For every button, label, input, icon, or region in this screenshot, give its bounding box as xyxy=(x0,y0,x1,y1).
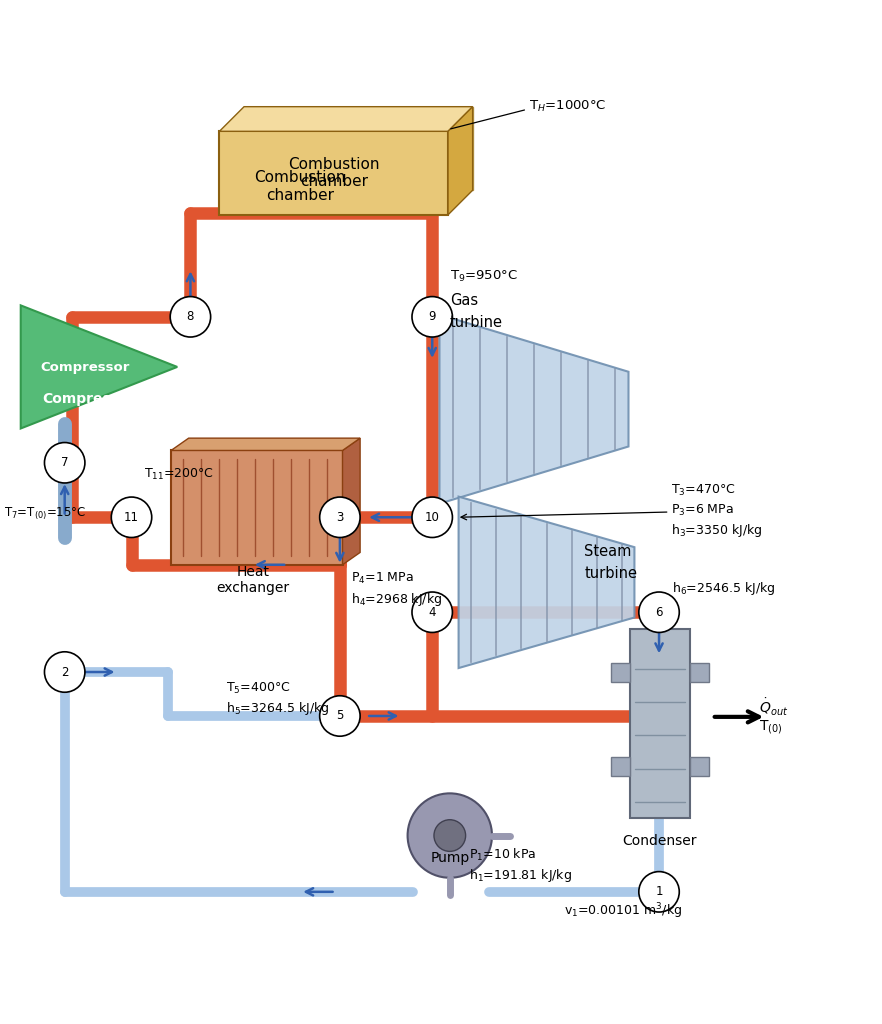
Text: Gas: Gas xyxy=(450,294,478,308)
Text: h$_5$=3264.5 kJ/kg: h$_5$=3264.5 kJ/kg xyxy=(226,700,329,718)
Text: T$_H$=1000°C: T$_H$=1000°C xyxy=(529,99,607,115)
Bar xyxy=(610,757,630,776)
Text: P$_3$=6 MPa: P$_3$=6 MPa xyxy=(671,503,734,518)
Bar xyxy=(430,511,435,524)
Text: $\dot{Q}_{out}$: $\dot{Q}_{out}$ xyxy=(759,696,789,718)
Circle shape xyxy=(412,592,452,633)
Text: h$_4$=2968 kJ/kg: h$_4$=2968 kJ/kg xyxy=(351,591,443,607)
Text: T$_{(0)}$: T$_{(0)}$ xyxy=(759,719,783,736)
Polygon shape xyxy=(448,106,473,215)
Bar xyxy=(690,663,709,682)
Text: T$_3$=470°C: T$_3$=470°C xyxy=(671,482,736,498)
Bar xyxy=(610,663,630,682)
Text: 1: 1 xyxy=(655,886,662,898)
Circle shape xyxy=(44,442,85,483)
Bar xyxy=(220,131,448,215)
Text: Compressor: Compressor xyxy=(41,361,130,375)
Text: 7: 7 xyxy=(61,457,69,469)
Bar xyxy=(338,511,342,524)
Bar xyxy=(171,451,342,565)
Polygon shape xyxy=(439,314,629,504)
Text: 2: 2 xyxy=(61,666,69,679)
Text: Condenser: Condenser xyxy=(623,834,697,848)
Circle shape xyxy=(111,497,152,538)
Text: T$_5$=400°C: T$_5$=400°C xyxy=(226,681,290,696)
Text: P$_4$=1 MPa: P$_4$=1 MPa xyxy=(351,571,415,587)
Text: 3: 3 xyxy=(336,511,344,523)
Circle shape xyxy=(639,592,679,633)
Bar xyxy=(63,456,67,469)
Text: Combustion
chamber: Combustion chamber xyxy=(255,170,346,203)
Text: Steam: Steam xyxy=(584,544,632,559)
Text: 4: 4 xyxy=(429,606,436,618)
Text: 10: 10 xyxy=(425,511,439,523)
Text: h$_3$=3350 kJ/kg: h$_3$=3350 kJ/kg xyxy=(671,522,763,539)
Polygon shape xyxy=(459,497,634,668)
Polygon shape xyxy=(171,438,360,451)
Circle shape xyxy=(434,820,466,851)
Circle shape xyxy=(319,497,360,538)
Bar xyxy=(63,666,67,679)
Text: v$_1$=0.00101 m$^3$/kg: v$_1$=0.00101 m$^3$/kg xyxy=(564,901,682,921)
Text: Combustion
chamber: Combustion chamber xyxy=(288,157,379,189)
Text: Pump: Pump xyxy=(430,851,469,864)
Bar xyxy=(188,310,192,324)
Bar xyxy=(430,605,435,618)
Text: h$_1$=191.81 kJ/kg: h$_1$=191.81 kJ/kg xyxy=(469,866,572,884)
Text: P$_1$=10 kPa: P$_1$=10 kPa xyxy=(469,847,536,863)
Polygon shape xyxy=(220,106,473,131)
Bar xyxy=(630,629,690,818)
Text: h$_6$=2546.5 kJ/kg: h$_6$=2546.5 kJ/kg xyxy=(672,580,775,597)
Circle shape xyxy=(639,871,679,912)
Text: turbine: turbine xyxy=(450,315,503,331)
Circle shape xyxy=(412,297,452,337)
Text: 5: 5 xyxy=(336,710,344,723)
Bar xyxy=(653,890,666,894)
Text: T$_9$=950°C: T$_9$=950°C xyxy=(450,269,518,284)
Text: Compressor: Compressor xyxy=(42,392,136,407)
Polygon shape xyxy=(21,305,177,428)
Bar xyxy=(690,757,709,776)
Bar xyxy=(244,106,473,190)
Bar xyxy=(657,605,662,618)
Circle shape xyxy=(412,497,452,538)
Text: Heat
exchanger: Heat exchanger xyxy=(216,565,289,595)
Bar xyxy=(125,515,138,519)
Bar xyxy=(430,310,435,324)
Circle shape xyxy=(170,297,211,337)
Text: turbine: turbine xyxy=(584,566,638,581)
Text: 9: 9 xyxy=(429,310,436,324)
Text: 11: 11 xyxy=(124,511,139,523)
Text: 6: 6 xyxy=(655,606,662,618)
Bar xyxy=(338,710,342,723)
Polygon shape xyxy=(342,438,360,565)
Circle shape xyxy=(319,695,360,736)
Text: T$_{11}$=200°C: T$_{11}$=200°C xyxy=(144,467,213,481)
Text: 8: 8 xyxy=(187,310,194,324)
Circle shape xyxy=(407,794,492,878)
Circle shape xyxy=(44,652,85,692)
Text: T$_7$=T$_{(0)}$=15°C: T$_7$=T$_{(0)}$=15°C xyxy=(4,506,86,522)
